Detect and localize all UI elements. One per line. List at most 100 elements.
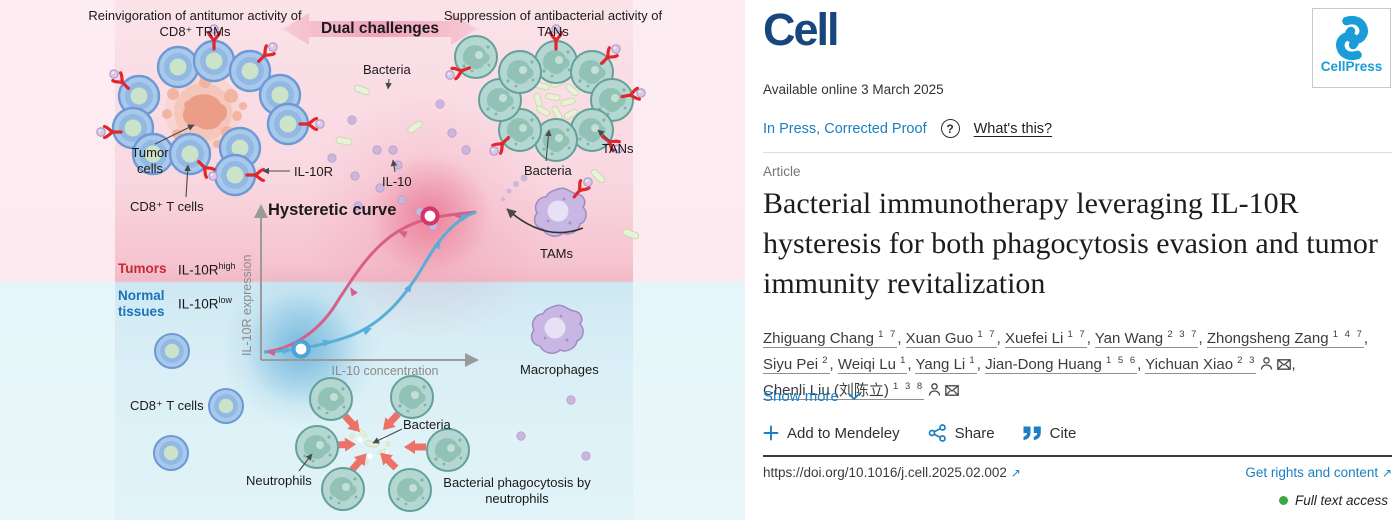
divider-light xyxy=(763,152,1392,153)
in-press-link[interactable]: In Press, Corrected Proof xyxy=(763,120,927,137)
external-link-icon: ↗ xyxy=(1010,466,1021,480)
share-icon xyxy=(928,424,946,442)
label-macrophages: Macrophages xyxy=(520,362,599,377)
label-cd8-bottom: CD8⁺ T cells xyxy=(130,398,204,413)
low-state-marker xyxy=(291,339,311,359)
cell-journal-logo[interactable]: Cell xyxy=(763,4,840,55)
author-link[interactable]: Weiqi Lu 1 xyxy=(837,355,908,374)
cellpress-swoosh-icon xyxy=(1335,15,1368,61)
author-affiliation-sup: 1 3 8 xyxy=(893,381,925,392)
author-link[interactable]: Xuan Guo 1 7 xyxy=(905,329,997,348)
plot-title: Hysteretic curve xyxy=(268,201,397,219)
author-affiliation-sup: 1 4 7 xyxy=(1332,329,1364,340)
author-profile-icon[interactable] xyxy=(928,383,941,396)
author-affiliation-sup: 1 7 xyxy=(977,329,997,340)
bacteria-cluster xyxy=(532,77,580,122)
plot-xlabel: IL-10 concentration xyxy=(331,364,439,378)
graphical-abstract-art xyxy=(96,13,646,512)
add-to-mendeley-button[interactable]: Add to Mendeley xyxy=(763,425,900,442)
rights-and-content-link[interactable]: Get rights and content ↗ xyxy=(1245,465,1392,480)
author-separator: , xyxy=(1291,356,1296,373)
email-envelope-icon[interactable] xyxy=(1277,359,1292,370)
author-link[interactable]: Xuefei Li 1 7 xyxy=(1004,329,1087,348)
cite-quotes-icon xyxy=(1023,426,1041,440)
band-il10r-high: IL-10Rhigh xyxy=(178,261,236,278)
content-type-kicker: Article xyxy=(763,164,801,179)
author-separator: , xyxy=(897,330,906,347)
author-separator: , xyxy=(1086,330,1095,347)
author-separator: , xyxy=(1198,330,1207,347)
macrophage-cell xyxy=(530,304,584,354)
author-link[interactable]: Yan Wang 2 3 7 xyxy=(1094,329,1199,348)
author-affiliation-sup: 1 xyxy=(900,355,908,366)
tumor-cells-cluster xyxy=(162,74,247,150)
high-state-marker xyxy=(420,206,440,226)
label-tans: TANs xyxy=(602,141,634,156)
neutrophil-phagocytosis xyxy=(295,375,470,512)
label-phagocytosis: Bacterial phagocytosis by neutrophils xyxy=(443,475,591,506)
author-affiliation-sup: 2 3 xyxy=(1237,355,1257,366)
show-more-button[interactable]: Show more xyxy=(763,388,861,405)
label-bacteria-mid: Bacteria xyxy=(524,163,572,178)
cite-button[interactable]: Cite xyxy=(1023,425,1076,442)
annotation-arrows xyxy=(154,78,611,472)
author-profile-icon[interactable] xyxy=(1260,357,1273,370)
in-press-row: In Press, Corrected Proof ? What's this? xyxy=(763,119,1052,138)
author-separator: , xyxy=(996,330,1005,347)
access-status: Full text access xyxy=(1278,493,1388,508)
chevron-down-icon xyxy=(847,392,861,401)
plus-icon xyxy=(763,425,779,441)
available-online-date: Available online 3 March 2025 xyxy=(763,82,944,97)
il10-molecules xyxy=(327,99,591,461)
hysteresis-plot xyxy=(254,204,479,367)
action-bar: Add to Mendeley Share Ci xyxy=(763,424,1092,442)
author-link[interactable]: Siyu Pei 2 xyxy=(763,355,830,374)
author-affiliation-sup: 2 xyxy=(822,355,830,366)
cellpress-logo[interactable]: CellPress xyxy=(1312,8,1391,88)
email-envelope-icon[interactable] xyxy=(945,385,960,396)
band-il10r-low: IL-10Rlow xyxy=(178,295,233,312)
article-header: Cell CellPress Available online 3 March … xyxy=(745,0,1400,520)
author-separator: , xyxy=(1363,330,1369,347)
author-separator: , xyxy=(976,356,986,373)
whats-this-link[interactable]: What's this? xyxy=(973,120,1053,137)
author-link[interactable]: Yang Li 1 xyxy=(915,355,977,374)
dual-challenges-arrow xyxy=(283,13,477,45)
author-link[interactable]: Zhiguang Chang 1 7 xyxy=(763,329,898,348)
band-tumors: Tumors xyxy=(118,261,167,276)
caption-suppression: Suppression of antibacterial activity of… xyxy=(443,8,663,39)
caption-reinvigoration: Reinvigoration of antitumor activity of … xyxy=(88,8,302,39)
plot-ylabel: IL-10R expression xyxy=(240,254,254,356)
author-link[interactable]: Yichuan Xiao 2 3 xyxy=(1145,355,1257,374)
author-affiliation-sup: 1 5 6 xyxy=(1105,355,1138,366)
band-normal-tissues: Normal tissues xyxy=(118,288,165,319)
external-link-icon: ↗ xyxy=(1381,466,1392,480)
cellpress-wordmark: CellPress xyxy=(1320,59,1383,74)
label-il10: IL-10 xyxy=(382,174,412,189)
author-affiliation-sup: 2 3 7 xyxy=(1167,329,1199,340)
doi-link[interactable]: https://doi.org/10.1016/j.cell.2025.02.0… xyxy=(763,465,1021,480)
banner-dual-challenges: Dual challenges xyxy=(320,20,439,37)
help-icon[interactable]: ? xyxy=(940,119,960,138)
author-link[interactable]: Zhongsheng Zang 1 4 7 xyxy=(1206,329,1364,348)
label-cd8-top: CD8⁺ T cells xyxy=(130,199,204,214)
article-title: Bacterial immunotherapy leveraging IL-10… xyxy=(763,187,1378,300)
author-separator: , xyxy=(1137,356,1146,373)
open-access-dot-icon xyxy=(1278,496,1288,505)
doi-row: https://doi.org/10.1016/j.cell.2025.02.0… xyxy=(763,465,1392,480)
label-il10r: IL-10R xyxy=(294,164,334,179)
author-link[interactable]: Jian-Dong Huang 1 5 6 xyxy=(985,355,1138,374)
tam-cell xyxy=(506,177,593,237)
author-affiliation-sup: 1 xyxy=(969,355,977,366)
share-button[interactable]: Share xyxy=(928,424,995,442)
label-tumor-cells: Tumor cells xyxy=(131,145,169,176)
label-bacteria-top: Bacteria xyxy=(363,62,411,77)
author-affiliation-sup: 1 7 xyxy=(878,329,898,340)
label-bacteria-bottom: Bacteria xyxy=(403,417,451,432)
label-neutrophils: Neutrophils xyxy=(246,473,312,488)
graphical-abstract: Reinvigoration of antitumor activity of … xyxy=(0,0,745,520)
label-tams: TAMs xyxy=(540,246,573,261)
author-separator: , xyxy=(907,356,916,373)
divider-dark xyxy=(763,455,1392,457)
